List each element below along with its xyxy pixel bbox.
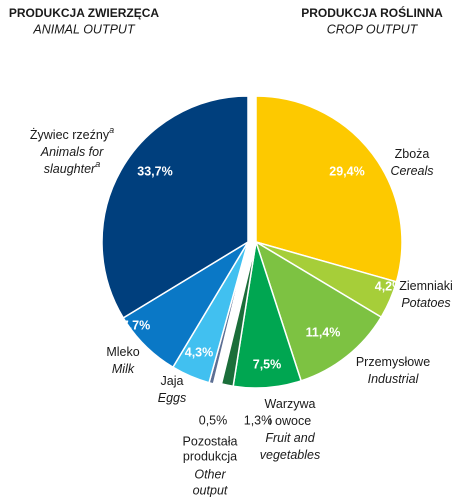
slice-label-en: Other <box>194 467 226 481</box>
label-text: Eggs <box>158 391 187 405</box>
group-title: PRODUKCJA ROŚLINNA <box>301 5 443 20</box>
slice-label: Warzywa <box>265 397 316 411</box>
value-label: 29,4% <box>329 164 364 178</box>
slice-label-en: Fruit and <box>265 431 315 445</box>
label-text: Żywiec rzeźny <box>30 128 110 142</box>
slice-label: Pozostała <box>183 434 238 448</box>
slice-label-en: Eggs <box>158 391 187 405</box>
label-text: Fruit and <box>265 431 315 445</box>
label-text: Cereals <box>390 164 433 178</box>
slice-label-en: vegetables <box>260 448 320 462</box>
group-subtitle: ANIMAL OUTPUT <box>32 22 136 36</box>
slice-label: Zboża <box>395 147 430 161</box>
group-subtitle: CROP OUTPUT <box>327 22 419 36</box>
label-text: Animals for <box>40 145 104 159</box>
label-text: slaughter <box>44 162 96 176</box>
value-label: 0,5% <box>199 413 228 427</box>
note-mark: a <box>95 159 100 169</box>
label-text: Przemysłowe <box>356 355 430 369</box>
label-text: Mleko <box>106 345 139 359</box>
slice-label: i owoce <box>269 414 311 428</box>
slice-label: Żywiec rzeźnya <box>30 125 114 142</box>
label-text: Warzywa <box>265 397 316 411</box>
pie-slice <box>254 240 383 382</box>
label-text: Ziemniaki <box>399 279 453 293</box>
label-text: vegetables <box>260 448 320 462</box>
value-label: 1,3% <box>244 413 273 427</box>
slice-label-en: slaughtera <box>44 159 100 176</box>
value-label: 4,2% <box>375 279 404 293</box>
label-text: Milk <box>112 362 135 376</box>
slice-label-en: output <box>193 483 228 497</box>
slice-label: produkcja <box>183 449 237 463</box>
label-text: Potatoes <box>401 296 450 310</box>
slice-label-en: Potatoes <box>401 296 450 310</box>
label-text: Industrial <box>368 372 420 386</box>
value-label: 11,4% <box>306 325 341 339</box>
pie-slice <box>101 95 249 319</box>
slice-label: Jaja <box>161 374 184 388</box>
slice-label: Ziemniaki <box>399 279 453 293</box>
value-label: 7,7% <box>122 318 151 332</box>
pie-slice <box>220 241 257 388</box>
slice-label-en: Industrial <box>368 372 420 386</box>
value-label: 33,7% <box>137 164 172 178</box>
label-text: Jaja <box>161 374 184 388</box>
value-label: 4,3% <box>185 345 214 359</box>
label-text: i owoce <box>269 414 311 428</box>
slice-label-en: Milk <box>112 362 135 376</box>
group-title: PRODUKCJA ZWIERZĘCA <box>9 6 160 20</box>
label-text: Zboża <box>395 147 430 161</box>
slice-label: Mleko <box>106 345 139 359</box>
slice-label-en: Animals for <box>40 145 104 159</box>
value-label: 7,5% <box>253 357 282 371</box>
slice-label-en: Cereals <box>390 164 433 178</box>
slice-label: Przemysłowe <box>356 355 430 369</box>
pie-slice <box>255 95 403 283</box>
note-mark: a <box>109 125 114 135</box>
